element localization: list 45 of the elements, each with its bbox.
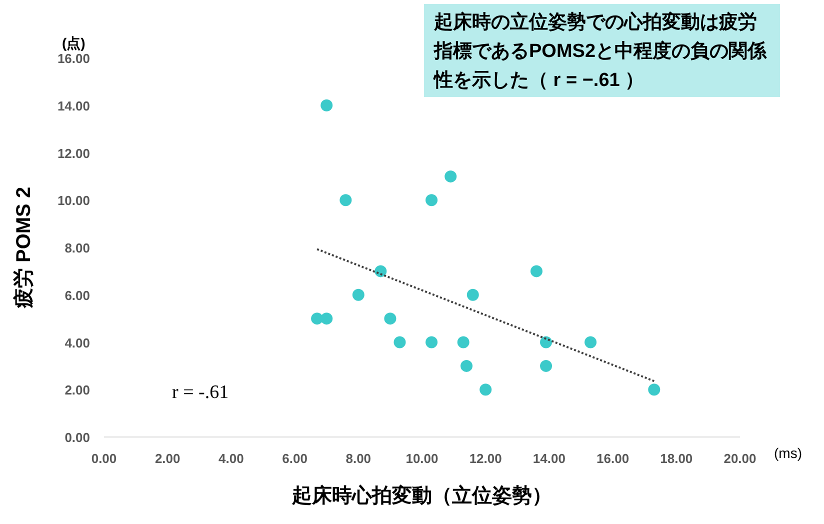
annotation: r = -.61 <box>172 382 229 403</box>
x-tick-label: 20.00 <box>724 451 756 466</box>
point <box>584 336 597 348</box>
point <box>530 265 542 278</box>
y-tick-label: 2.00 <box>64 382 90 398</box>
x-tick-label: 0.00 <box>91 451 117 466</box>
point <box>320 99 333 112</box>
x-tick-label: 18.00 <box>660 451 693 466</box>
point <box>320 312 333 325</box>
chart-title: 起床時の立位姿勢での心拍変動は疲労指標であるPOMS2と中程度の負の関係性を示した（ r = −.61 ） <box>433 11 768 91</box>
y-tick-label: 14.00 <box>57 98 90 114</box>
point <box>444 170 457 182</box>
point <box>340 194 352 206</box>
point <box>457 336 470 348</box>
x-tick-label: 8.00 <box>346 451 372 466</box>
y-tick-label: 0.00 <box>64 430 90 445</box>
x-tick-label: 12.00 <box>469 451 502 466</box>
x-axis-title: 起床時心拍変動（立位姿勢） <box>291 484 552 507</box>
x-tick-label: 14.00 <box>532 451 566 466</box>
y-tick-label: 6.00 <box>64 288 90 303</box>
point <box>426 336 438 348</box>
text: (ms) <box>774 445 802 461</box>
point <box>460 360 473 372</box>
y-tick-label: 8.00 <box>64 240 90 256</box>
point <box>352 288 364 301</box>
point <box>374 265 387 278</box>
point <box>466 288 479 301</box>
x-tick-label: 10.00 <box>406 451 438 466</box>
x-tick-label: 6.00 <box>282 451 308 466</box>
y-axis-title: 疲労 POMS 2 <box>12 186 35 310</box>
y-tick-label: 4.00 <box>64 335 90 350</box>
point <box>540 336 552 348</box>
point <box>384 312 396 325</box>
point <box>540 360 552 372</box>
point <box>426 194 438 206</box>
text: (点) <box>62 35 86 51</box>
x-tick-label: 16.00 <box>596 451 630 466</box>
point <box>394 336 406 348</box>
point <box>480 384 492 396</box>
y-tick-label: 12.00 <box>57 146 90 161</box>
y-tick-label: 10.00 <box>57 193 90 208</box>
x-tick-label: 4.00 <box>218 451 244 466</box>
y-tick-label: 16.00 <box>57 51 90 66</box>
point <box>648 384 660 396</box>
x-tick-label: 2.00 <box>154 451 180 466</box>
